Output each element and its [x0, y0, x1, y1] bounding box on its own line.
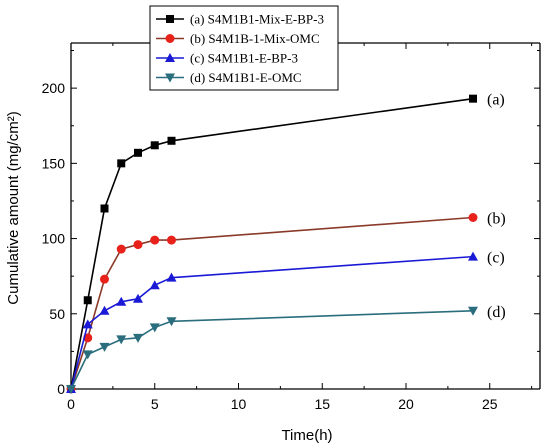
series-line	[70, 216, 474, 390]
y-tick-label: 50	[49, 306, 65, 322]
data-point	[116, 296, 127, 306]
data-point	[134, 148, 142, 157]
data-point	[133, 333, 143, 343]
series-layer: (a) (b) (c) (d)	[66, 92, 506, 394]
data-point	[167, 136, 176, 145]
series-a: (a)	[67, 92, 505, 393]
x-tick-label: 25	[482, 396, 498, 412]
data-point	[166, 272, 177, 282]
data-point	[116, 244, 126, 254]
legend-entry: (a) S4M1B1-Mix-E-BP-3	[156, 12, 324, 27]
series-b: (b)	[66, 211, 506, 394]
y-tick-label: 150	[42, 155, 66, 171]
x-tick-label: 15	[314, 396, 330, 412]
data-point	[100, 204, 109, 213]
legend-entry: (c) S4M1B1-E-BP-3	[156, 51, 298, 66]
series-d: (d)	[66, 304, 506, 394]
y-axis-label: Cumulative amount (mg/cm²)	[5, 111, 22, 304]
legend-label: (a) S4M1B1-Mix-E-BP-3	[190, 12, 324, 27]
data-point	[82, 319, 93, 329]
legend-label: (c) S4M1B1-E-BP-3	[190, 51, 298, 66]
x-tick-label: 20	[398, 396, 414, 412]
legend: (a) S4M1B1-Mix-E-BP-3 (b) S4M1B-1-Mix-OMC…	[149, 5, 339, 91]
data-point	[468, 251, 478, 261]
data-point	[133, 293, 143, 303]
data-point	[100, 274, 109, 284]
data-point	[150, 141, 159, 150]
data-point	[150, 235, 160, 245]
data-point	[83, 296, 92, 305]
data-point	[99, 305, 110, 315]
legend-box	[149, 5, 339, 91]
data-point	[149, 280, 160, 290]
data-point	[133, 240, 143, 250]
data-point	[165, 53, 175, 62]
series-end-label: (a)	[487, 92, 505, 109]
legend-label: (b) S4M1B-1-Mix-OMC	[190, 31, 320, 46]
x-tick-label: 0	[67, 396, 75, 412]
y-tick-label: 0	[57, 381, 65, 397]
legend-entry: (d) S4M1B1-E-OMC	[156, 70, 302, 85]
data-point	[99, 342, 110, 352]
series-line	[70, 255, 474, 390]
series-end-label: (b)	[487, 211, 506, 228]
data-point	[66, 385, 76, 394]
data-point	[165, 73, 175, 83]
series-end-label: (c)	[487, 250, 505, 267]
x-tick-label: 5	[151, 396, 159, 412]
x-axis-label: Time(h)	[281, 427, 332, 444]
axes: 0 5 10 15 20 25 0 50 100 150 200	[42, 42, 541, 412]
y-tick-label: 200	[42, 80, 66, 96]
y-tick-label: 100	[42, 231, 66, 247]
data-point	[167, 235, 176, 245]
series-line	[70, 309, 474, 390]
data-point	[469, 94, 477, 103]
series-c: (c)	[66, 250, 505, 393]
data-point	[166, 317, 177, 327]
legend-entry: (b) S4M1B-1-Mix-OMC	[156, 31, 320, 46]
x-tick-label: 10	[231, 396, 247, 412]
data-point	[165, 34, 175, 43]
series-end-label: (d)	[487, 304, 506, 321]
legend-label: (d) S4M1B1-E-OMC	[190, 70, 302, 85]
data-point	[116, 335, 127, 345]
data-point	[166, 15, 174, 23]
series-line	[70, 97, 474, 390]
data-point	[468, 213, 478, 223]
data-point	[149, 323, 160, 333]
data-point	[82, 350, 93, 360]
data-point	[117, 159, 126, 168]
data-point	[468, 306, 478, 316]
